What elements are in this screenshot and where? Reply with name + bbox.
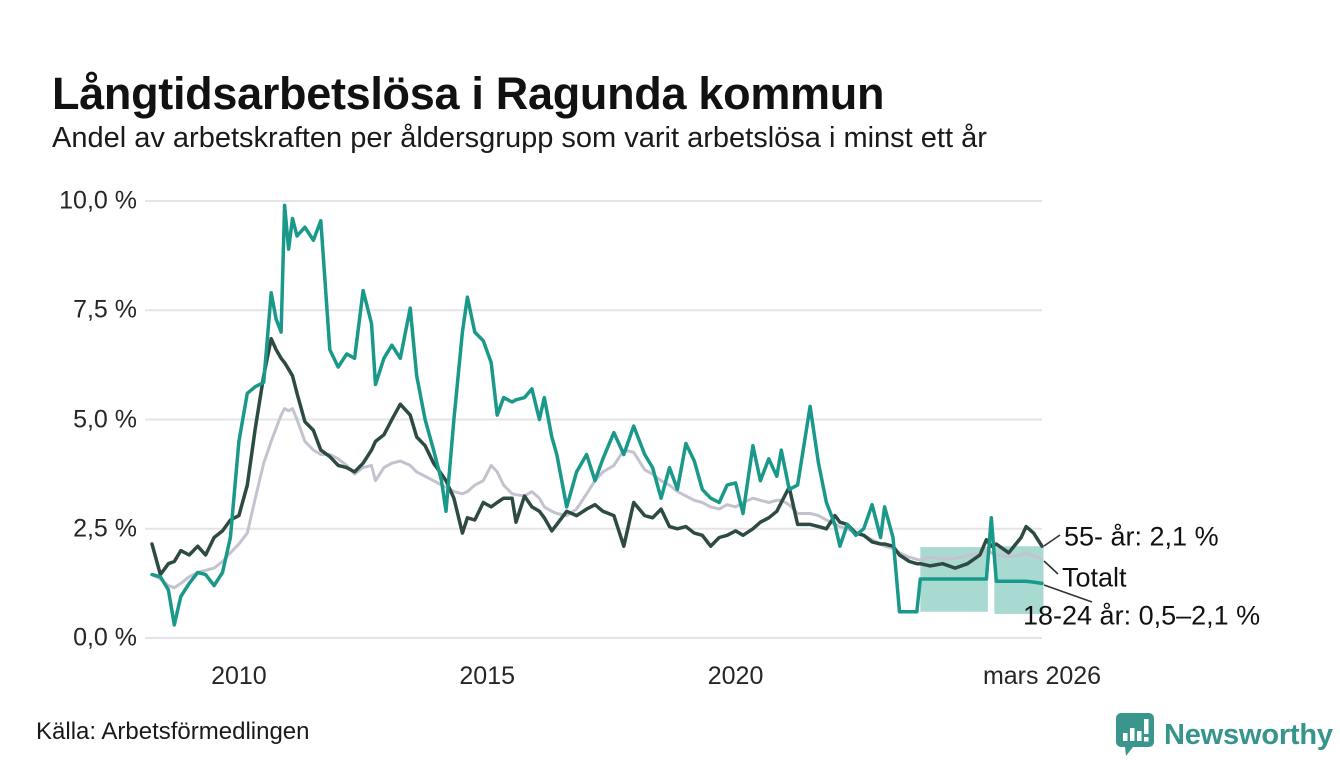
y-axis-tick-label: 2,5 % [73, 514, 137, 543]
newsworthy-bubble-icon [1116, 713, 1154, 756]
chart-subtitle: Andel av arbetskraften per åldersgrupp s… [52, 122, 987, 154]
label-18-24-ar: 18-24 år: 0,5–2,1 % [1023, 600, 1261, 631]
x-axis-tick-label: 2010 [211, 662, 267, 690]
x-axis-tick-label: 2020 [707, 662, 764, 690]
label-18-24-ar-connector [1043, 584, 1093, 603]
series-line-55--år [150, 336, 1044, 577]
y-axis-tick-label: 0,0 % [73, 623, 137, 652]
page-title: Långtidsarbetslösa i Ragunda kommun [52, 68, 885, 120]
x-axis-tick-label: mars 2026 [982, 662, 1102, 690]
y-axis-tick-label: 10,0 % [59, 186, 137, 215]
y-axis-tick-label: 7,5 % [73, 295, 137, 324]
label-55-ar-connector [1043, 534, 1061, 547]
y-axis-tick-label: 5,0 % [73, 405, 137, 433]
label-55-ar: 55- år: 2,1 % [1064, 521, 1219, 552]
newsworthy-wordmark: Newsworthy [1164, 718, 1333, 751]
label-totalt: Totalt [1062, 562, 1127, 593]
source-credit: Källa: Arbetsförmedlingen [36, 718, 310, 745]
newsworthy-logo: Newsworthy [1115, 712, 1333, 758]
series-line-18-24-år [150, 203, 1044, 627]
label-totalt-connector [1043, 560, 1059, 575]
x-axis-tick-label: 2015 [459, 662, 516, 690]
